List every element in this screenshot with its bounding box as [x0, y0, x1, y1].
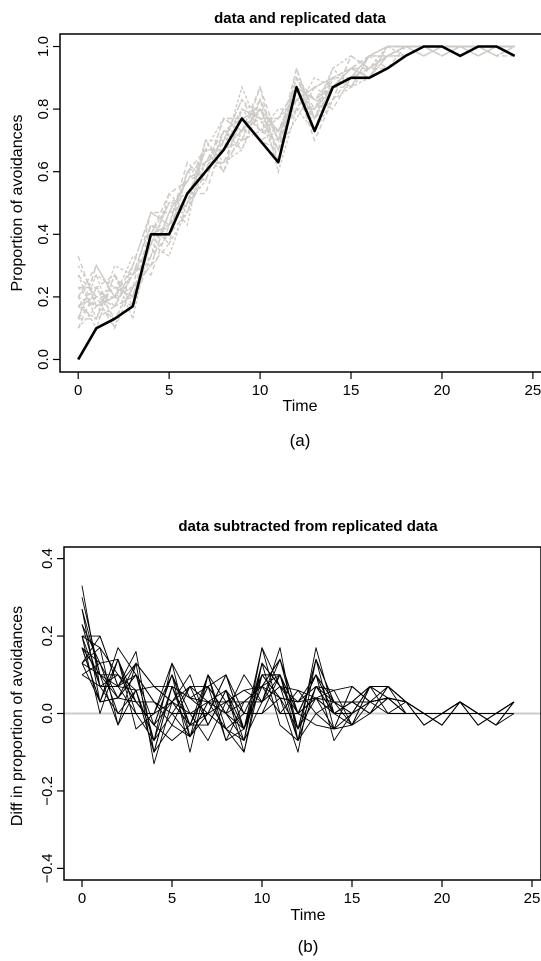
y-axis-label-b: Diff in proportion of avoidances — [9, 606, 26, 826]
y-tick-label-a: 0.2 — [35, 286, 52, 307]
x-axis-a: 0 5 10 15 20 25 — [74, 372, 541, 399]
x-tick-label-b: 5 — [168, 890, 176, 907]
y-tick-label-b: −0.2 — [39, 776, 56, 806]
difference-series-line — [81, 597, 515, 742]
x-tick-label-b: 10 — [254, 890, 271, 907]
chart-title-b: data subtracted from replicated data — [178, 518, 438, 535]
y-tick-label-b: 0.4 — [39, 548, 56, 569]
x-tick-label-b: 25 — [524, 890, 541, 907]
difference-series-line — [81, 647, 515, 753]
caption-a: (a) — [290, 431, 311, 450]
difference-series-line — [81, 635, 515, 742]
y-tick-label-b: −0.4 — [39, 854, 56, 884]
y-axis-a: 0.0 0.2 0.4 0.6 0.8 1.0 — [35, 36, 60, 370]
x-tick-label-b: 20 — [434, 890, 451, 907]
replicated-series-line — [77, 45, 515, 307]
x-tick-label-a: 15 — [343, 382, 360, 399]
panel-b: data subtracted from replicated data 0 5 1… — [9, 518, 541, 956]
x-tick-label-b: 0 — [78, 890, 86, 907]
x-axis-label-b: Time — [291, 907, 326, 924]
x-tick-label-a: 10 — [252, 382, 269, 399]
replicated-series-line — [77, 45, 515, 298]
observed-series-line — [77, 45, 516, 361]
x-axis-b: 0 5 10 15 20 25 — [78, 880, 541, 907]
y-tick-label-b: 0.2 — [39, 626, 56, 647]
panel-a: data and replicated data 0 5 10 15 20 25 0.00… — [9, 10, 541, 450]
x-tick-label-a: 5 — [165, 382, 173, 399]
x-axis-label-a: Time — [283, 398, 318, 415]
difference-series-line — [81, 585, 515, 742]
y-tick-label-a: 0.8 — [35, 99, 52, 120]
y-tick-label-a: 0.4 — [35, 224, 52, 245]
y-tick-label-a: 1.0 — [35, 36, 52, 57]
difference-series-line — [81, 635, 514, 753]
y-axis-label-a: Proportion of avoidances — [9, 115, 26, 292]
replicated-series-line — [77, 45, 516, 320]
y-tick-label-a: 0.6 — [35, 161, 52, 182]
series-layer-a — [77, 45, 516, 361]
plot-frame-a — [59, 33, 541, 373]
chart-title-a: data and replicated data — [214, 10, 386, 27]
y-tick-label-b: 0.0 — [39, 703, 56, 724]
series-layer-b — [64, 585, 541, 765]
x-tick-label-b: 15 — [344, 890, 361, 907]
difference-series-line — [81, 635, 515, 730]
x-tick-label-a: 20 — [434, 382, 451, 399]
x-tick-label-a: 0 — [74, 382, 82, 399]
x-tick-label-a: 25 — [525, 382, 541, 399]
difference-series-line — [81, 658, 515, 730]
difference-series-line — [81, 608, 514, 726]
y-tick-label-a: 0.0 — [35, 349, 52, 370]
caption-b: (b) — [298, 937, 319, 956]
replicated-series-line — [77, 45, 516, 320]
difference-series-line — [82, 635, 515, 753]
y-axis-b: −0.4 −0.2 0.0 0.2 0.4 — [39, 548, 64, 883]
